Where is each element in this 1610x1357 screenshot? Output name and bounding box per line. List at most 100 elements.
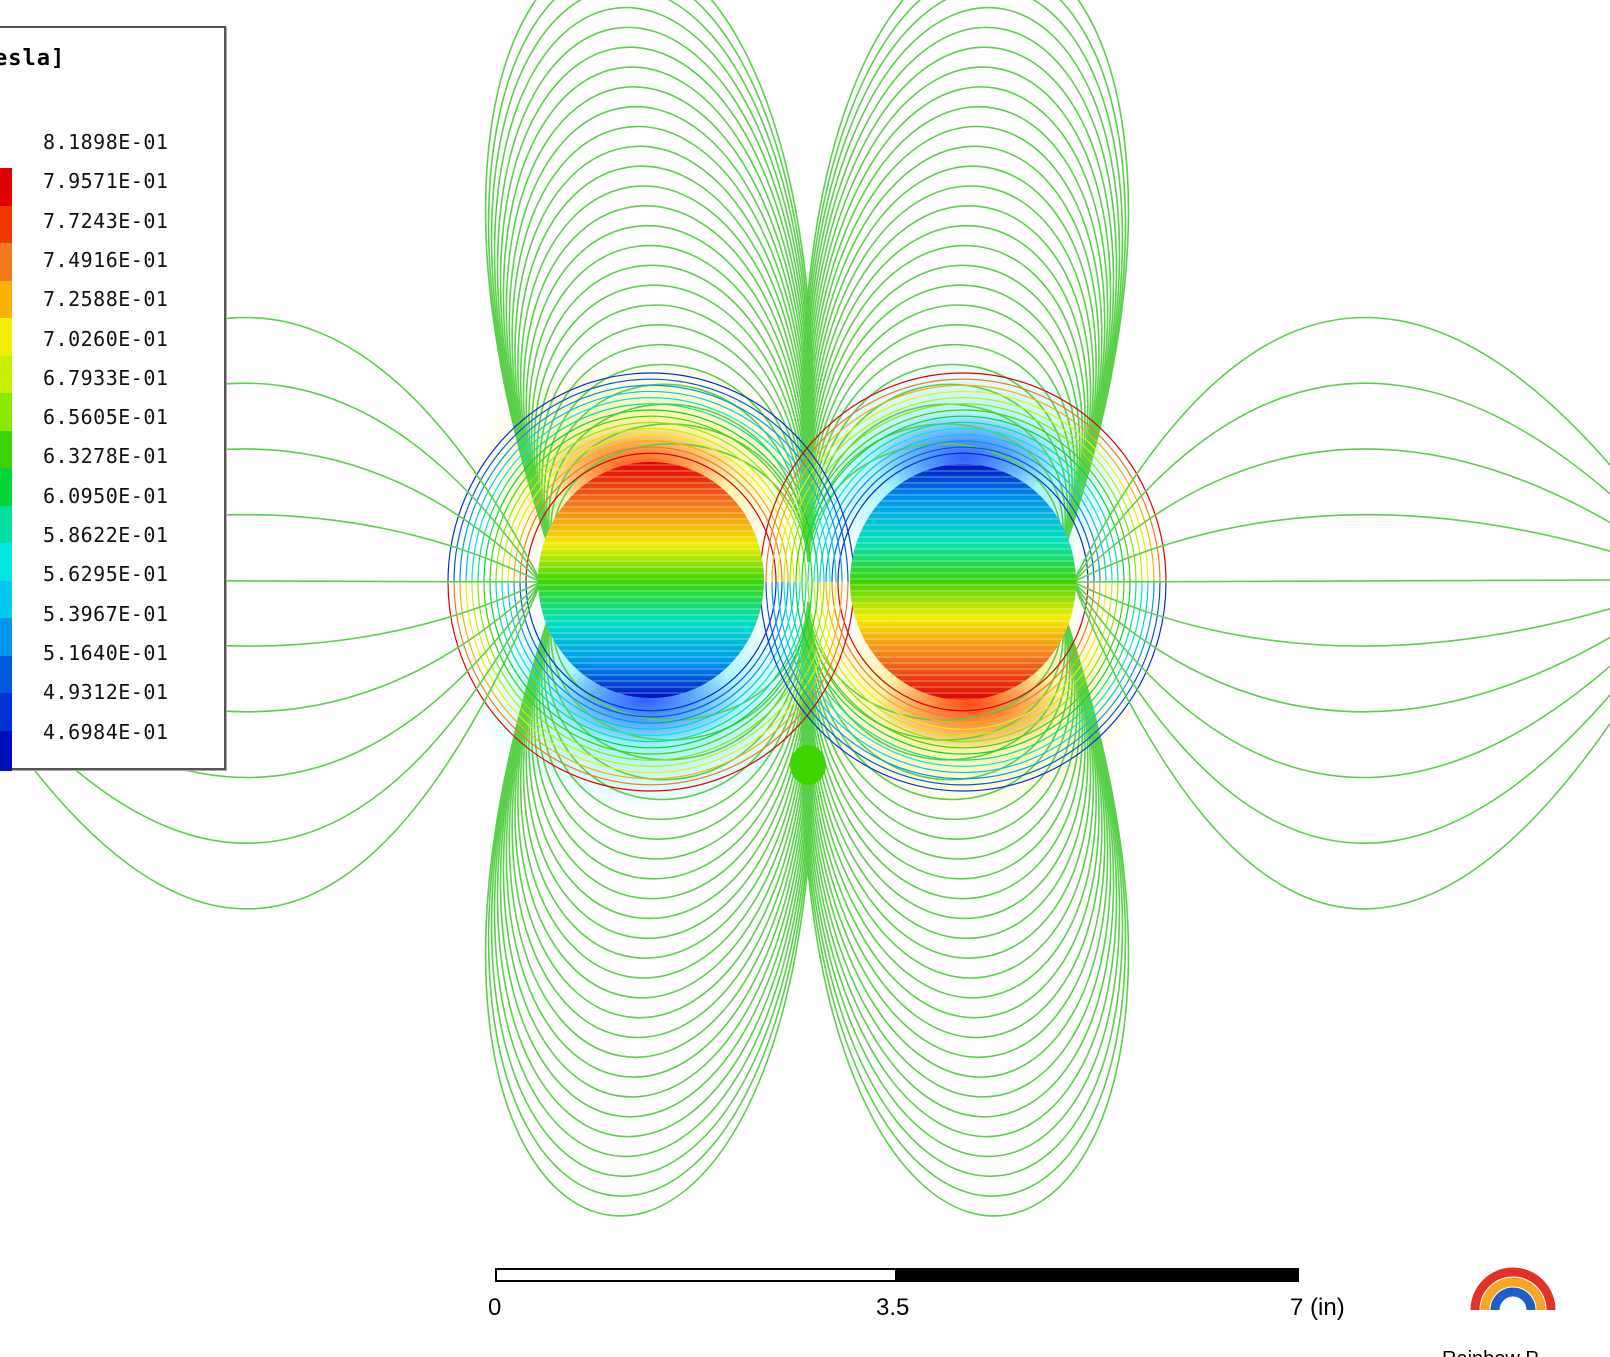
legend-value: 7.2588E-01 xyxy=(43,287,169,312)
flux-line xyxy=(802,6,1121,583)
flux-line xyxy=(511,581,811,1039)
flux-line xyxy=(547,403,809,583)
flux-line xyxy=(777,390,1149,583)
flux-line xyxy=(447,581,855,792)
flux-line xyxy=(777,581,1149,774)
flux-line xyxy=(453,378,849,583)
flux-line xyxy=(493,6,813,583)
flux-line xyxy=(804,581,1109,1078)
flux-line xyxy=(805,165,1097,583)
flux-line xyxy=(1072,448,1610,583)
flux-line xyxy=(528,244,810,583)
logo-arc xyxy=(1470,1267,1556,1311)
legend-swatch xyxy=(0,580,12,621)
legend-value: 7.9571E-01 xyxy=(43,169,169,194)
flux-line xyxy=(803,66,1112,583)
flux-line xyxy=(807,421,1119,583)
flux-line xyxy=(1072,579,1610,583)
flux-line xyxy=(514,581,811,1019)
flux-line xyxy=(543,581,809,801)
flux-line xyxy=(513,440,789,583)
scale-label-0: 0 xyxy=(488,1294,502,1321)
flux-line xyxy=(0,581,542,844)
flux-line xyxy=(837,452,1089,583)
flux-line xyxy=(490,0,814,583)
flux-line xyxy=(459,581,843,780)
flux-line xyxy=(501,428,801,583)
flux-line xyxy=(803,26,1118,583)
flux-line xyxy=(514,145,811,583)
flux-line xyxy=(495,581,807,743)
legend-value: 6.0950E-01 xyxy=(43,483,169,508)
legend-swatch xyxy=(0,730,12,771)
flux-line xyxy=(802,0,1124,583)
legend-swatch xyxy=(0,393,12,433)
flux-line xyxy=(804,86,1109,583)
legend-swatch xyxy=(0,618,12,658)
legend-value: 6.7933E-01 xyxy=(43,365,169,390)
small-conductor xyxy=(790,745,826,785)
flux-line xyxy=(759,581,1167,792)
logo-text: Rainbow P... xyxy=(1442,1348,1553,1357)
flux-line xyxy=(805,145,1100,583)
flux-line xyxy=(801,0,1130,583)
flux-line xyxy=(837,581,1089,712)
flux-line xyxy=(807,581,1064,741)
flux-line xyxy=(805,581,1094,979)
logo-arc xyxy=(1480,1277,1546,1311)
flux-line xyxy=(1072,382,1610,583)
legend-value: 4.9312E-01 xyxy=(43,680,169,705)
conductors xyxy=(538,462,1076,785)
flux-line xyxy=(806,244,1086,583)
legend-swatch xyxy=(0,280,12,321)
flux-line xyxy=(1072,316,1610,583)
flux-line xyxy=(530,264,810,583)
scale-bar xyxy=(495,1268,1299,1282)
flux-line xyxy=(1072,581,1610,713)
flux-line xyxy=(465,390,837,583)
flux-line xyxy=(484,581,815,1217)
legend-value: 7.4916E-01 xyxy=(43,247,169,272)
flux-line xyxy=(805,581,1100,1019)
legend-value: 5.1640E-01 xyxy=(43,640,169,665)
flux-line xyxy=(519,581,783,718)
flux-line xyxy=(511,125,811,583)
flux-line xyxy=(806,284,1081,583)
legend-value: 5.3967E-01 xyxy=(43,601,169,626)
legend-value: 7.7243E-01 xyxy=(43,208,169,233)
flux-line xyxy=(804,581,1106,1058)
flux-line xyxy=(513,581,789,724)
flux-line xyxy=(499,581,813,1118)
flux-line xyxy=(522,581,810,959)
flux-line xyxy=(831,446,1095,583)
legend-value: 6.5605E-01 xyxy=(43,405,169,430)
legend-swatch xyxy=(0,430,12,471)
flux-line xyxy=(484,0,815,583)
flux-line xyxy=(487,0,814,583)
flux-line xyxy=(807,423,1064,583)
scale-label-7-in: 7 (in) xyxy=(1290,1294,1345,1321)
flux-line xyxy=(487,581,814,1197)
legend-value: 4.6984E-01 xyxy=(43,719,169,744)
flux-line xyxy=(465,581,837,774)
flux-line xyxy=(1072,581,1610,844)
flux-line xyxy=(507,581,795,730)
flux-line xyxy=(806,205,1092,583)
flux-line xyxy=(477,581,825,761)
flux-line xyxy=(795,409,1131,583)
flux-line xyxy=(499,46,813,583)
flux-line xyxy=(803,46,1115,583)
flux-line xyxy=(508,106,812,583)
flux-line xyxy=(522,205,810,583)
flux-line xyxy=(804,125,1103,583)
flux-line xyxy=(765,581,1161,786)
flux-line xyxy=(447,372,855,583)
legend-swatch xyxy=(0,243,12,283)
flux-line xyxy=(536,304,809,583)
flux-line xyxy=(543,363,809,583)
flux-line xyxy=(483,581,819,755)
flux-line xyxy=(801,0,1127,583)
flux-line xyxy=(771,581,1155,780)
